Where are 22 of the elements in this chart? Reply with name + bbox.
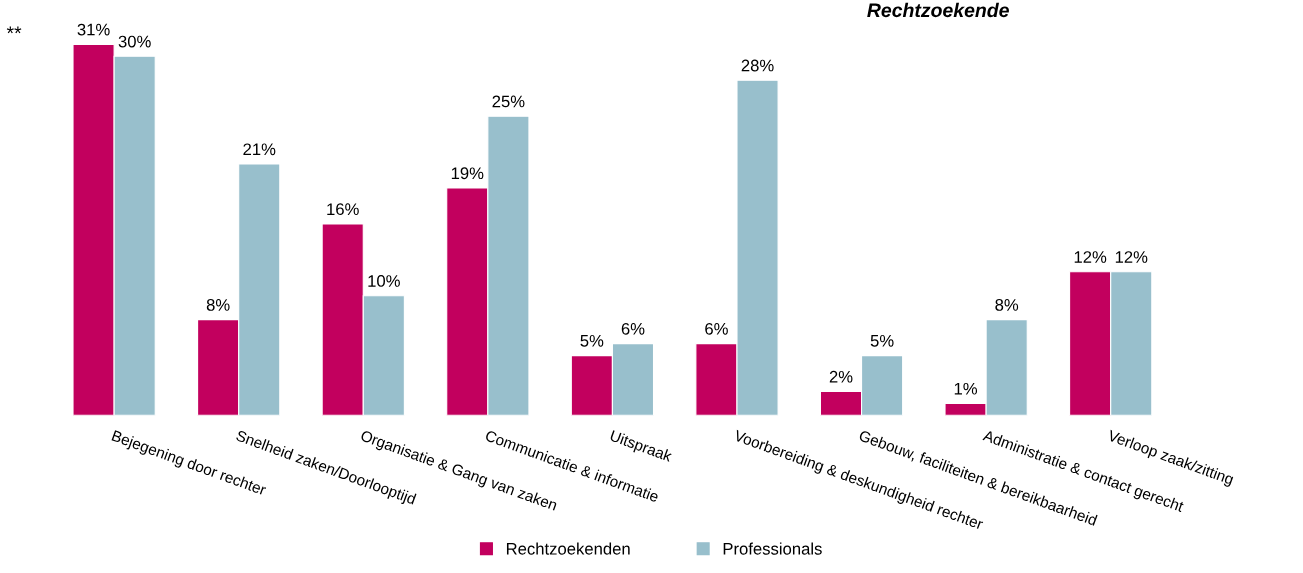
text: ** [6, 26, 22, 34]
data-label: 31% [77, 23, 110, 36]
data-label: 10% [368, 275, 400, 287]
data-label: 5% [580, 334, 604, 347]
data-label: 25% [492, 95, 525, 108]
data-label: 16% [327, 203, 359, 216]
data-label: 1% [954, 382, 978, 395]
data-label: 8% [206, 299, 230, 311]
data-label: 5% [870, 334, 894, 347]
data-label: 8% [995, 299, 1019, 311]
chart-title: Rechtzoekende [867, 2, 1009, 18]
data-label: 6% [705, 322, 728, 335]
data-label: 2% [829, 370, 853, 383]
data-label: 12% [1115, 251, 1148, 263]
data-label: 12% [1074, 251, 1107, 263]
data-label: 21% [243, 143, 276, 156]
data-label: 28% [741, 59, 774, 72]
data-label: 30% [118, 35, 151, 48]
data-label: 19% [451, 167, 484, 180]
legend-label: Professionals [723, 542, 822, 555]
data-label: 6% [621, 322, 645, 335]
legend-label: Rechtzoekenden [506, 542, 630, 555]
